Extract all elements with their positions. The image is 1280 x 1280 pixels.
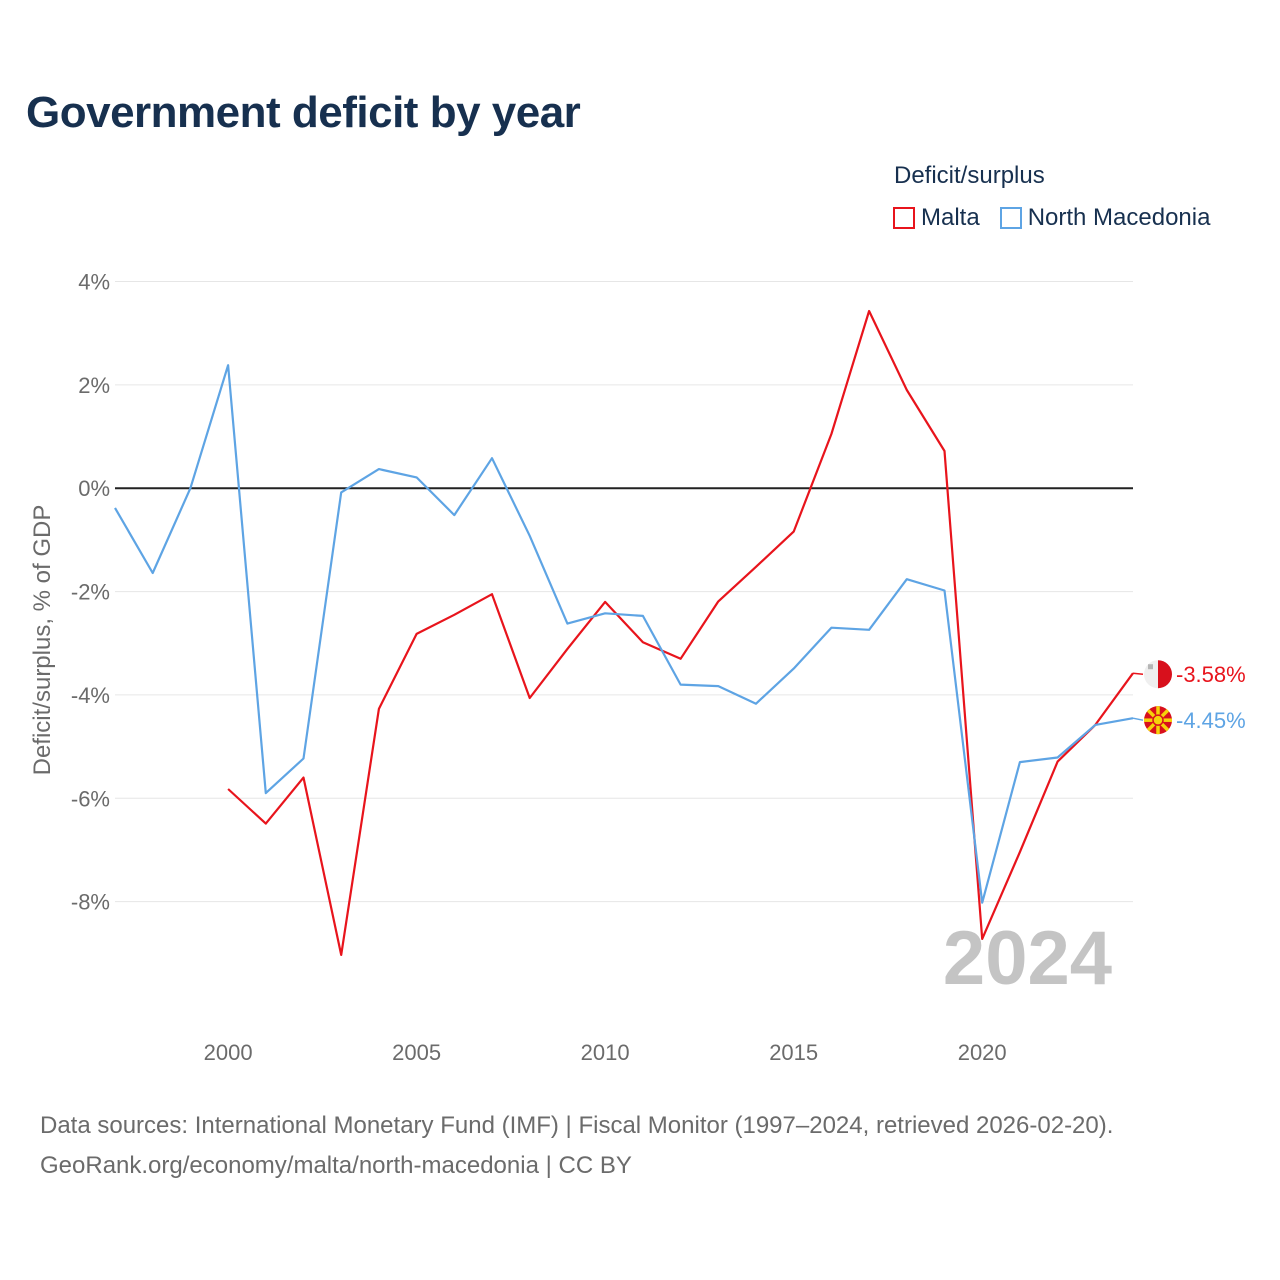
series-line-north-macedonia[interactable] [114,364,1134,904]
footer-sources: Data sources: International Monetary Fun… [40,1112,1114,1139]
footer: Data sources: International Monetary Fun… [40,1106,1113,1186]
series-end-markers: -3.58% -4.45% [1132,660,1246,735]
y-tick-label: 2% [78,373,110,398]
north-macedonia-flag-icon [1144,706,1172,735]
legend-item-north-macedonia[interactable]: North Macedonia [999,204,1211,232]
y-axis-label: Deficit/surplus, % of GDP [29,505,56,776]
end-connector [1132,672,1144,675]
end-connector [1132,717,1144,721]
legend-swatch-malta [893,207,915,229]
footer-attribution[interactable]: GeoRank.org/economy/malta/north-macedoni… [40,1152,632,1179]
grid-lines [115,281,1133,903]
year-watermark: 2024 [943,916,1112,1001]
x-axis-ticks: 2000 2005 2010 2015 2020 [204,1040,1007,1065]
y-tick-label: -6% [71,786,110,811]
chart-title: Government deficit by year [26,88,581,137]
line-chart: 4%2%0%-2%-4%-6%-8% 2000 2005 2010 2015 2020 … [29,270,1246,1065]
legend-label-north-macedonia: North Macedonia [1027,204,1211,231]
malta-flag-icon [1144,660,1172,689]
legend: Malta North Macedonia [893,204,1210,232]
y-axis-ticks: 4% 2% 0% -2% -4% -6% -8% [71,270,110,915]
legend-label-malta: Malta [921,204,980,231]
x-tick-label: 2010 [581,1040,630,1065]
series-line-malta[interactable] [227,309,1134,957]
x-tick-label: 2005 [392,1040,441,1065]
x-tick-label: 2020 [958,1040,1007,1065]
y-tick-label: 4% [78,270,110,295]
x-tick-label: 2015 [769,1040,818,1065]
end-value-label-north-macedonia: -4.45% [1176,708,1246,733]
x-tick-label: 2000 [204,1040,253,1065]
legend-title: Deficit/surplus [894,162,1045,189]
y-tick-label: -2% [71,580,110,605]
y-tick-label: 0% [78,476,110,501]
legend-item-malta[interactable]: Malta [893,204,980,232]
legend-swatch-north-macedonia [999,207,1022,229]
series-lines [114,309,1134,957]
end-value-label-malta: -3.58% [1176,662,1246,687]
y-tick-label: -4% [71,683,110,708]
y-tick-label: -8% [71,890,110,915]
